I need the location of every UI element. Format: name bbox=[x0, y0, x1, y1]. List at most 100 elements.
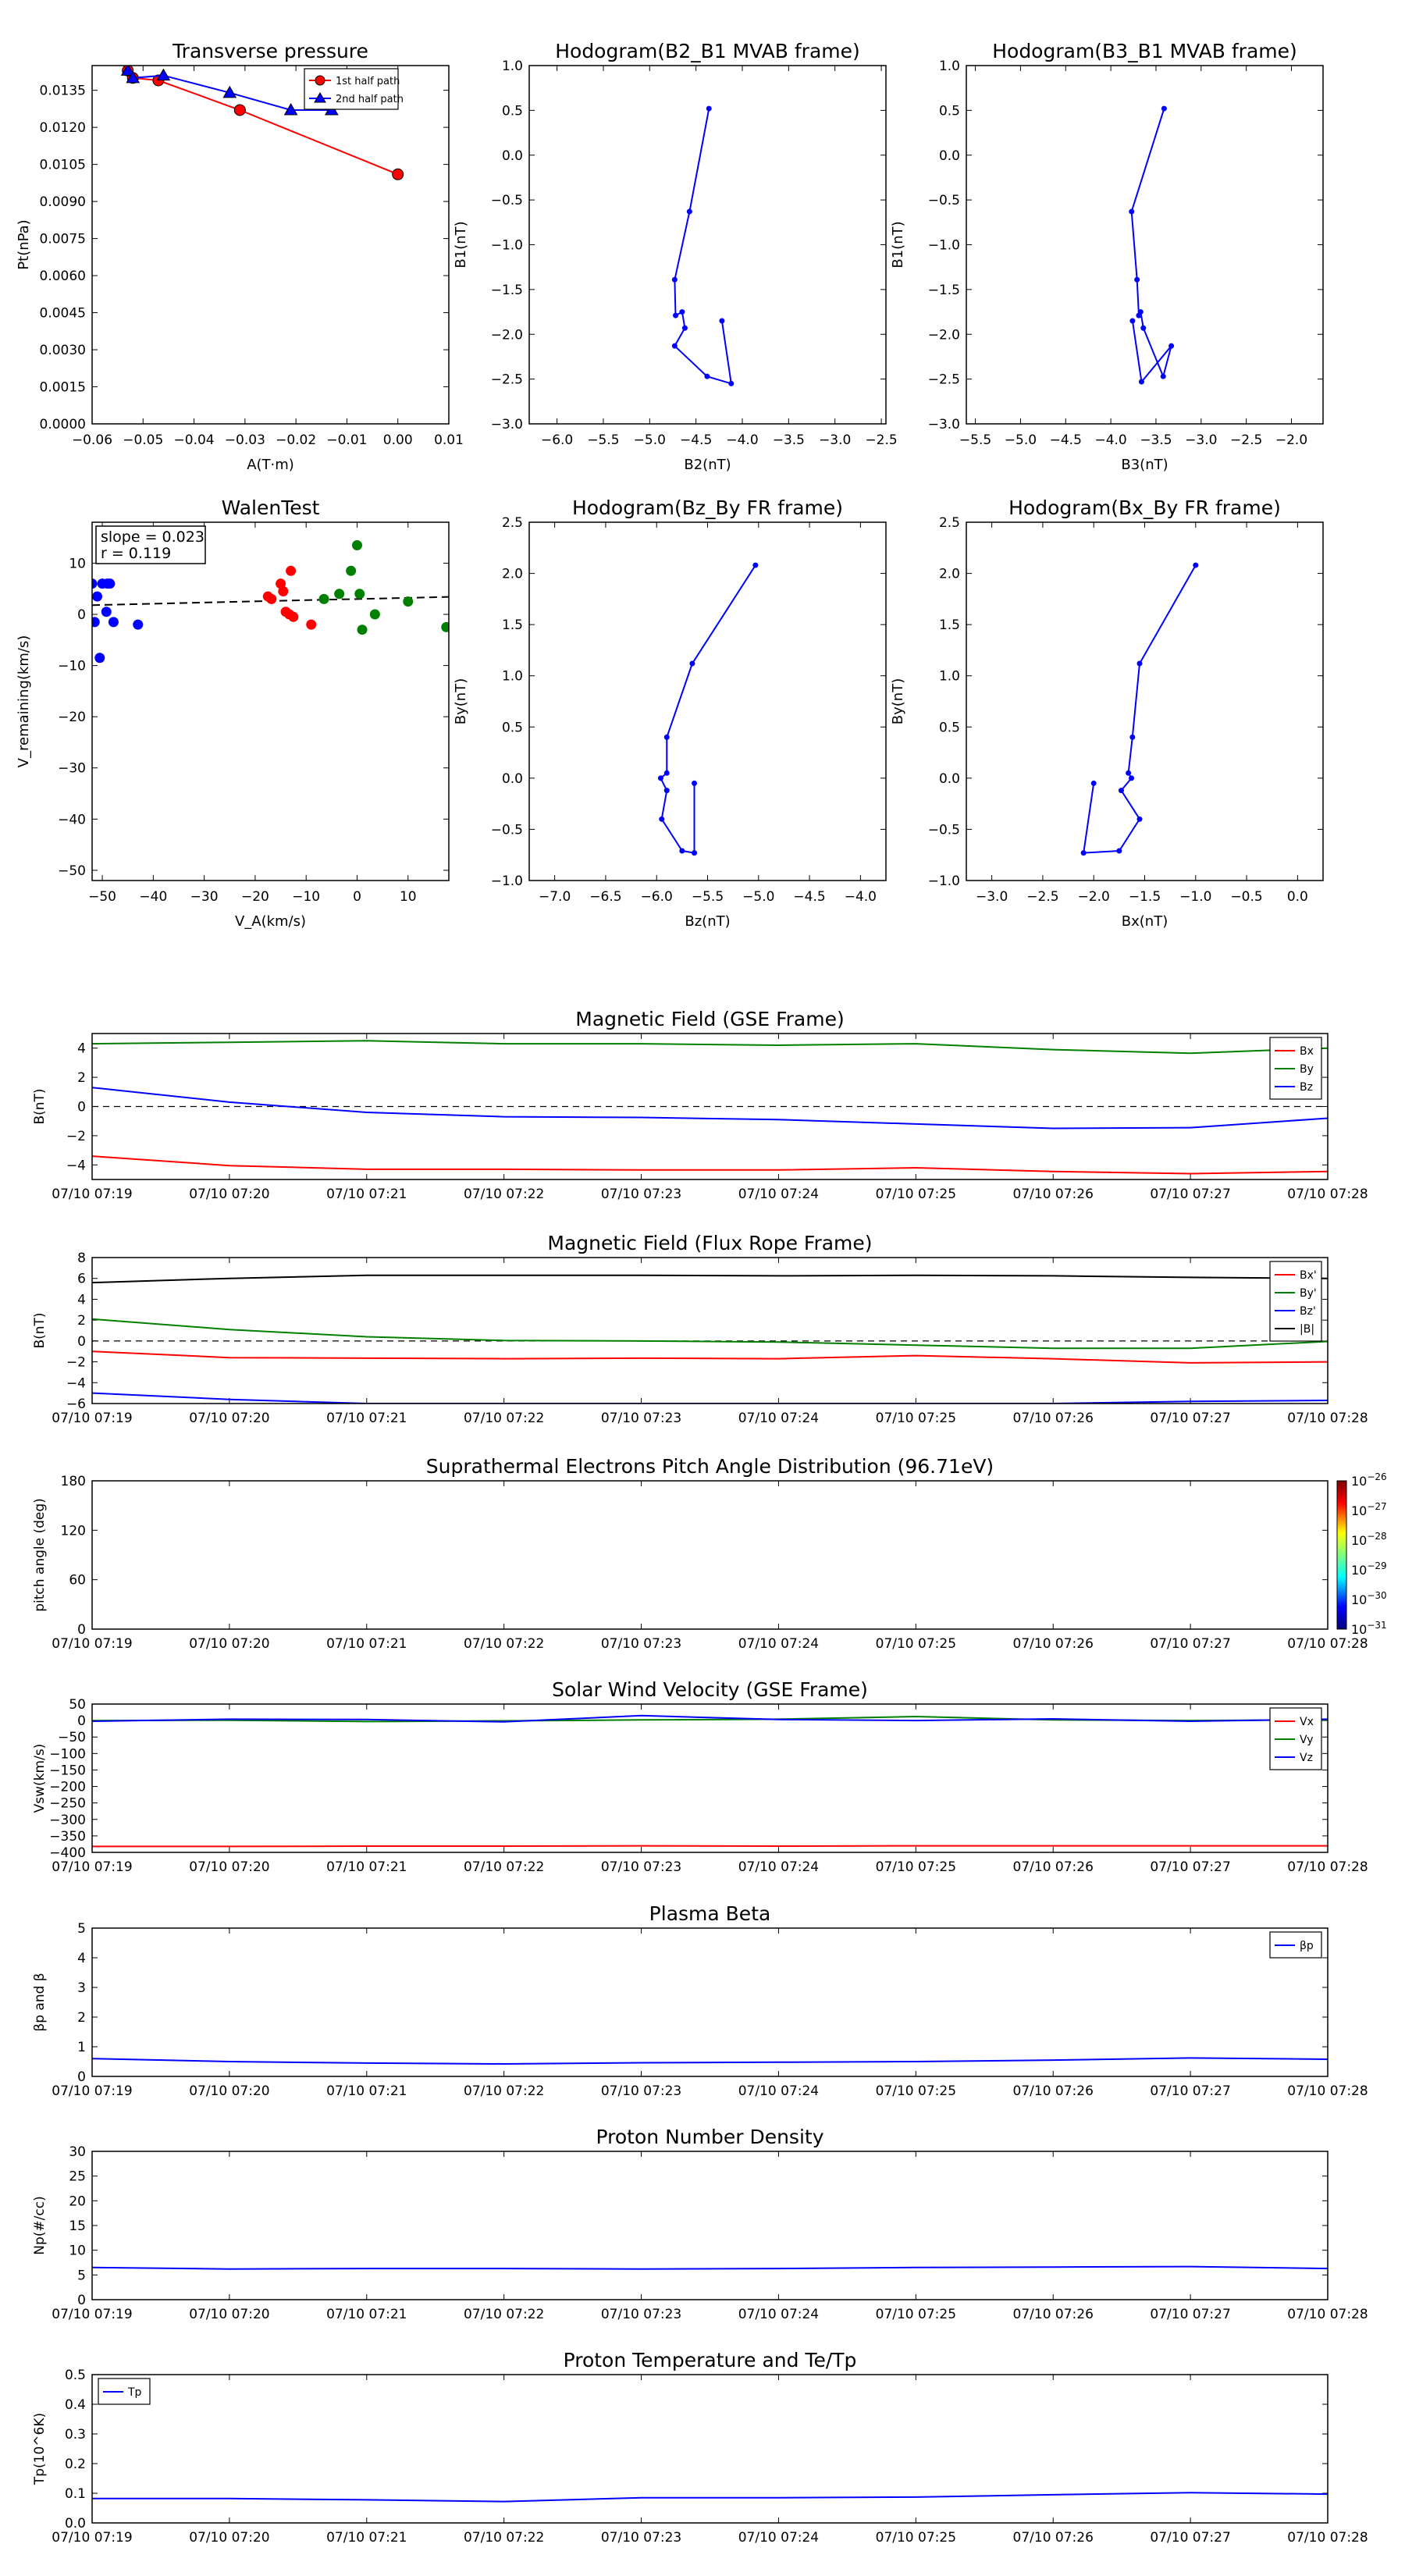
x-axis-label: B2(nT) bbox=[684, 457, 731, 473]
scatter-point bbox=[94, 653, 105, 664]
chart-title: Magnetic Field (GSE Frame) bbox=[575, 1008, 844, 1030]
chart-title: Proton Number Density bbox=[596, 2126, 824, 2148]
series-point bbox=[1160, 373, 1166, 379]
series-point bbox=[1138, 379, 1144, 385]
marker-triangle bbox=[120, 66, 135, 76]
y-tick-label: 0.0045 bbox=[40, 306, 86, 322]
series-line bbox=[92, 1087, 1328, 1130]
legend-label: 1st half path bbox=[336, 76, 400, 87]
chart-title: Hodogram(Bx_By FR frame) bbox=[1008, 496, 1281, 519]
marker-circle bbox=[233, 104, 246, 116]
series-point bbox=[1134, 276, 1140, 283]
legend-label: Bz' bbox=[1300, 1305, 1316, 1318]
x-tick-label: 07/10 07:25 bbox=[876, 1859, 956, 1875]
y-tick-label: 15 bbox=[69, 2218, 86, 2234]
chart-transverse-pressure: Transverse pressure−0.06 −0.05 −0.04 −0.03−… bbox=[16, 40, 464, 473]
series-point bbox=[1118, 788, 1124, 794]
marker-triangle bbox=[283, 102, 298, 116]
series-line bbox=[92, 1392, 1328, 1404]
colorbar-tick-label: 10−29 bbox=[1351, 1560, 1387, 1578]
y-tick-label: 0.2 bbox=[65, 2457, 86, 2472]
x-axis-label: V_A(km/s) bbox=[235, 913, 306, 930]
x-tick-label: 07/10 07:28 bbox=[1287, 2307, 1368, 2322]
scatter-point bbox=[351, 540, 362, 551]
x-axis-label: Bx(nT) bbox=[1122, 913, 1168, 930]
x-tick-label: 07/10 07:23 bbox=[601, 2083, 681, 2099]
chart-title: Hodogram(B2_B1 MVAB frame) bbox=[555, 40, 860, 62]
plot-frame bbox=[91, 2374, 1329, 2524]
series-point bbox=[1129, 208, 1135, 215]
series-point bbox=[1136, 312, 1142, 318]
series-point bbox=[1168, 343, 1175, 349]
x-tick-label: −1.5 bbox=[1129, 889, 1161, 905]
plot-area bbox=[1129, 105, 1175, 385]
y-tick-label: −6 bbox=[66, 1397, 86, 1412]
x-tick-label: −6.0 bbox=[641, 889, 673, 905]
y-axis-label: V_remaining(km/s) bbox=[16, 635, 32, 768]
x-tick-label: 07/10 07:23 bbox=[601, 1411, 681, 1426]
x-tick-label: 07/10 07:23 bbox=[601, 2307, 681, 2322]
y-tick-label: −2 bbox=[66, 1355, 86, 1371]
series-point bbox=[1129, 734, 1136, 740]
series-point bbox=[728, 380, 735, 386]
x-tick-label: −7.0 bbox=[539, 889, 571, 905]
y-tick-label: −30 bbox=[58, 761, 86, 777]
x-tick-label: −30 bbox=[190, 889, 219, 905]
colorbar-tick-label: 10−30 bbox=[1351, 1590, 1387, 1607]
y-tick-label: 0.0 bbox=[502, 148, 523, 164]
x-tick-label: 07/10 07:22 bbox=[464, 2083, 544, 2099]
series-point bbox=[1140, 325, 1147, 331]
x-tick-label: 07/10 07:20 bbox=[189, 1411, 269, 1426]
x-tick-label: −4.0 bbox=[726, 432, 758, 448]
plot-area bbox=[92, 1274, 1328, 1404]
series-point bbox=[657, 775, 663, 781]
y-tick-label: 60 bbox=[69, 1573, 86, 1589]
y-tick-label: −300 bbox=[49, 1813, 86, 1828]
series-point bbox=[663, 770, 670, 776]
plot-area bbox=[657, 562, 759, 856]
series-point bbox=[1136, 660, 1143, 667]
scatter-point bbox=[403, 596, 414, 607]
y-tick-label: −2.0 bbox=[491, 327, 523, 343]
y-tick-label: 20 bbox=[69, 2194, 86, 2209]
x-tick-label: −0.05 bbox=[123, 432, 163, 448]
y-tick-label: 0.0090 bbox=[40, 194, 86, 210]
x-tick-label: −5.0 bbox=[634, 432, 666, 448]
x-tick-label: −4.5 bbox=[793, 889, 825, 905]
y-axis-label: By(nT) bbox=[453, 678, 469, 724]
legend-label: 2nd half path bbox=[336, 94, 404, 105]
x-tick-label: 07/10 07:22 bbox=[464, 1859, 544, 1875]
x-tick-label: −0.03 bbox=[225, 432, 265, 448]
plot-frame bbox=[528, 521, 887, 881]
x-tick-label: 07/10 07:27 bbox=[1150, 2083, 1230, 2099]
x-tick-label: −4.5 bbox=[680, 432, 712, 448]
colorbar-tick-label: 10−26 bbox=[1351, 1471, 1387, 1489]
series-line bbox=[1130, 108, 1172, 384]
legend-label: Vz bbox=[1300, 1752, 1313, 1764]
y-tick-label: −0.5 bbox=[928, 822, 960, 838]
x-tick-label: 07/10 07:22 bbox=[464, 1411, 544, 1426]
series-point bbox=[1193, 562, 1199, 568]
scatter-point bbox=[105, 578, 116, 589]
x-tick-label: 07/10 07:19 bbox=[52, 1187, 132, 1202]
y-tick-label: 0.0120 bbox=[40, 120, 86, 136]
plot-frame bbox=[966, 521, 1324, 881]
x-tick-label: −2.0 bbox=[1078, 889, 1110, 905]
legend-marker bbox=[315, 75, 325, 86]
plot-area bbox=[92, 2265, 1328, 2270]
x-tick-label: 07/10 07:25 bbox=[876, 2307, 956, 2322]
series-line bbox=[92, 1714, 1328, 1723]
y-tick-label: −0.5 bbox=[491, 822, 523, 838]
marker-triangle bbox=[222, 85, 237, 98]
x-tick-label: 07/10 07:24 bbox=[738, 1859, 819, 1875]
series-point bbox=[692, 850, 698, 856]
x-tick-label: 07/10 07:19 bbox=[52, 1636, 132, 1652]
x-axis-label: Bz(nT) bbox=[685, 913, 730, 930]
series-line bbox=[92, 2265, 1328, 2270]
plot-area bbox=[671, 105, 735, 386]
plot-frame bbox=[91, 1257, 1329, 1404]
scatter-point bbox=[278, 586, 289, 597]
chart-title: Plasma Beta bbox=[649, 1902, 771, 1925]
x-tick-label: 07/10 07:20 bbox=[189, 2530, 269, 2546]
x-tick-label: −1.0 bbox=[1179, 889, 1211, 905]
